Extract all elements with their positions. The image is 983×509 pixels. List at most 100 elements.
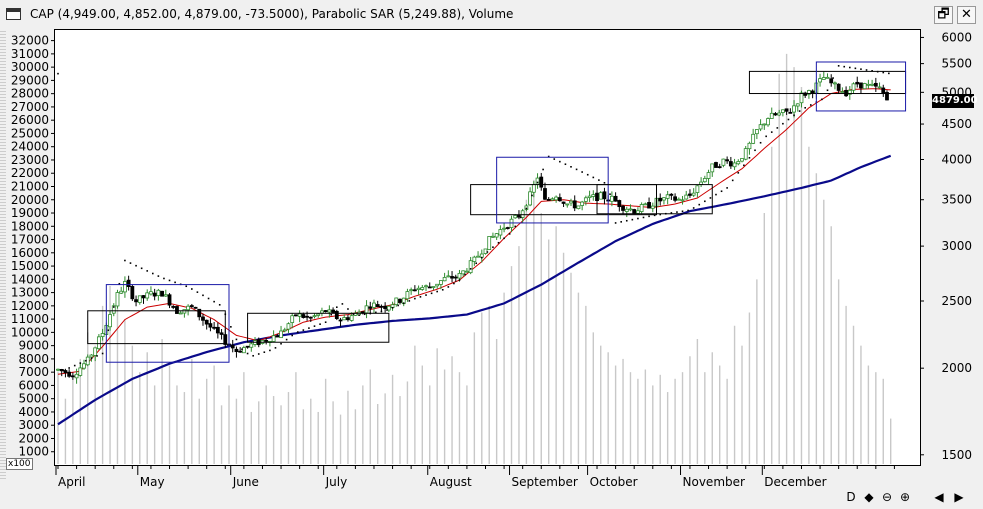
sar-dot [196,291,199,293]
candle-body [658,197,663,202]
candle-body [550,198,555,201]
candle-body [728,161,733,167]
restore-window-icon: 🗗 [937,7,950,22]
candle-body [186,305,191,311]
sar-dot [670,212,673,214]
sar-dot [849,66,851,69]
candle-body [870,83,875,86]
sar-dot [637,217,639,220]
sar-dot [837,65,840,67]
candle-body [215,326,220,334]
title-bar[interactable]: CAP (4,949.00, 4,852.00, 4,879.00, -73.5… [0,0,983,29]
right-axis-tick-label: 5500 [941,57,972,71]
scroll-right-icon[interactable]: ▶ [954,490,964,504]
sar-dot [559,160,561,163]
sar-dot [821,98,823,101]
candle-body [342,317,347,321]
candle-body [435,283,440,287]
candle-body [201,316,205,321]
candle-body [197,308,202,318]
candle-body [766,118,770,126]
month-label: October [590,475,638,489]
pattern-box [470,184,657,216]
candle-body [123,281,127,293]
candle-body [736,161,741,165]
candle-body [546,198,551,201]
sar-dot [324,321,327,324]
sar-dot [888,72,890,75]
pattern-box [496,156,609,224]
sar-dot [453,282,455,285]
candle-body [881,87,886,95]
nav-scroll-icon[interactable]: ◆ [864,490,874,504]
zoom-in-icon[interactable]: ⊕ [899,490,911,504]
candle-body [647,202,651,209]
candle-body [427,286,432,289]
scroll-left-icon[interactable]: ◀ [934,490,944,504]
candle-body [134,299,138,303]
sar-dot [536,181,539,184]
candle-body [639,204,644,212]
left-axis-tick-label: 3000 [18,418,49,432]
sar-dot [614,222,617,224]
candle-body [182,309,187,314]
sar-dot [737,172,740,174]
candle-body [673,196,677,201]
sar-dot [174,281,176,284]
candle-body [684,194,689,200]
left-axis-tick-label: 10000 [11,325,49,339]
sar-dot [101,352,104,355]
candle-body [82,363,86,369]
left-axis-tick-label: 17000 [11,233,49,247]
sar-dot [90,357,93,360]
sar-dot [62,369,65,372]
candle-body [554,196,559,201]
left-axis-tick-label: 6000 [18,378,49,392]
sar-dot [124,259,126,262]
candle-body [386,305,391,311]
sar-dot [698,203,701,206]
candle-body [416,287,421,290]
sar-dot [391,306,394,309]
candle-body [74,373,79,379]
pattern-box [815,61,907,112]
candle-body [424,285,428,288]
sar-dot [469,268,472,270]
candle-body [676,198,681,201]
sar-dot [564,163,567,166]
chart-window-icon [6,8,21,20]
sar-dot [843,65,846,68]
right-axis-tick-label: 3000 [941,239,972,253]
window-title: CAP (4,949.00, 4,852.00, 4,879.00, -73.5… [30,7,514,21]
candle-body [56,368,60,371]
candle-body [762,123,767,126]
zoom-out-icon[interactable]: ⊖ [881,490,893,504]
close-button[interactable]: ✕ [957,6,976,24]
restore-window-button[interactable]: 🗗 [934,6,953,24]
sar-dot [140,267,143,270]
candle-body [810,90,815,94]
sar-dot [280,342,282,345]
sar-dot [726,187,728,189]
candle-body [282,329,287,332]
sar-dot [168,279,171,282]
sar-dot [503,237,505,240]
candle-body [379,305,384,308]
sar-dot [754,149,756,152]
sar-dot [414,297,416,300]
sar-dot [408,300,411,302]
candle-body [591,194,596,197]
sar-dot [692,207,695,209]
right-axis-tick-label: 2000 [941,361,972,375]
sar-dot [497,241,500,244]
candle-body [320,310,324,314]
nav-daily-button[interactable]: D [846,490,856,504]
sar-dot [112,306,115,308]
candle-body [721,158,726,166]
candle-body [338,319,343,322]
month-label: July [325,475,348,489]
sar-dot [241,348,243,351]
candle-body [96,336,101,350]
